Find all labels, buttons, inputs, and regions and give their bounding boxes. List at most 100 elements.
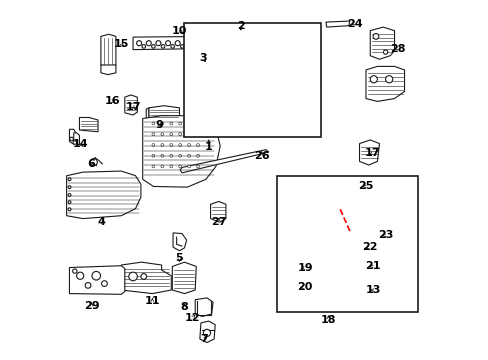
Text: 9: 9 [155,120,163,130]
Circle shape [165,41,170,46]
Circle shape [187,154,190,157]
Polygon shape [124,95,137,115]
Circle shape [156,41,161,46]
Circle shape [70,137,73,141]
Circle shape [300,253,308,262]
Circle shape [196,122,199,125]
Circle shape [179,133,181,136]
Circle shape [180,45,184,48]
Circle shape [141,274,146,279]
Text: 11: 11 [144,296,160,306]
Circle shape [152,144,155,147]
Circle shape [169,154,172,157]
Polygon shape [101,65,116,75]
Circle shape [385,76,392,83]
Text: 6: 6 [87,159,95,169]
Text: 25: 25 [358,181,373,192]
Text: 26: 26 [253,151,269,161]
Circle shape [142,45,145,48]
Circle shape [196,165,199,168]
Circle shape [68,186,71,189]
Polygon shape [133,36,208,50]
Circle shape [187,133,190,136]
Circle shape [73,269,77,273]
Circle shape [179,154,181,157]
Circle shape [151,45,155,48]
Polygon shape [121,262,171,294]
Circle shape [171,45,174,48]
Polygon shape [279,197,296,309]
Text: 24: 24 [346,18,362,28]
Circle shape [68,208,71,211]
Circle shape [196,133,199,136]
Bar [276,176,417,312]
Circle shape [128,272,137,281]
Polygon shape [74,133,80,145]
Polygon shape [146,108,148,120]
Text: 13: 13 [366,285,381,295]
Circle shape [92,271,101,280]
Circle shape [190,45,193,48]
Circle shape [196,144,199,147]
Text: 28: 28 [389,44,405,54]
Polygon shape [210,202,225,222]
Circle shape [161,144,163,147]
Circle shape [161,122,163,125]
Circle shape [184,41,189,46]
Circle shape [169,165,172,168]
Polygon shape [297,248,311,267]
Circle shape [372,33,378,39]
Circle shape [189,41,195,46]
Polygon shape [80,117,98,132]
Polygon shape [279,179,358,193]
Circle shape [161,154,163,157]
Circle shape [187,165,190,168]
Circle shape [179,165,181,168]
Circle shape [90,158,97,166]
Circle shape [194,41,199,46]
Circle shape [102,281,107,287]
Polygon shape [359,140,379,165]
Polygon shape [173,233,186,251]
Polygon shape [148,106,179,122]
Polygon shape [369,27,394,59]
Circle shape [369,76,377,83]
Text: 21: 21 [364,261,379,271]
Text: 17: 17 [364,148,379,158]
Text: 19: 19 [298,262,313,273]
Circle shape [77,272,83,279]
Text: 14: 14 [73,139,88,149]
Text: 12: 12 [184,312,200,323]
Text: 5: 5 [175,253,183,263]
Text: 8: 8 [180,302,188,312]
Circle shape [311,41,316,46]
Text: 29: 29 [83,301,99,311]
Text: 27: 27 [211,217,226,227]
Circle shape [169,122,172,125]
Circle shape [187,122,190,125]
Polygon shape [325,21,349,27]
Polygon shape [101,34,116,67]
Circle shape [73,141,77,144]
Circle shape [175,41,180,46]
Circle shape [152,133,155,136]
Text: 4: 4 [98,217,105,227]
Circle shape [68,201,71,203]
Text: 7: 7 [200,334,208,344]
Circle shape [169,133,172,136]
Circle shape [152,122,155,125]
Circle shape [68,178,71,181]
Circle shape [161,165,163,168]
Circle shape [187,144,190,147]
Circle shape [179,122,181,125]
Polygon shape [66,171,141,219]
Text: 1: 1 [204,142,212,152]
Text: 20: 20 [296,282,311,292]
Circle shape [146,41,151,46]
Polygon shape [297,269,312,287]
Circle shape [68,194,71,197]
Polygon shape [200,321,215,342]
Text: 23: 23 [377,230,392,240]
Text: 16: 16 [104,96,120,107]
Polygon shape [345,273,365,293]
